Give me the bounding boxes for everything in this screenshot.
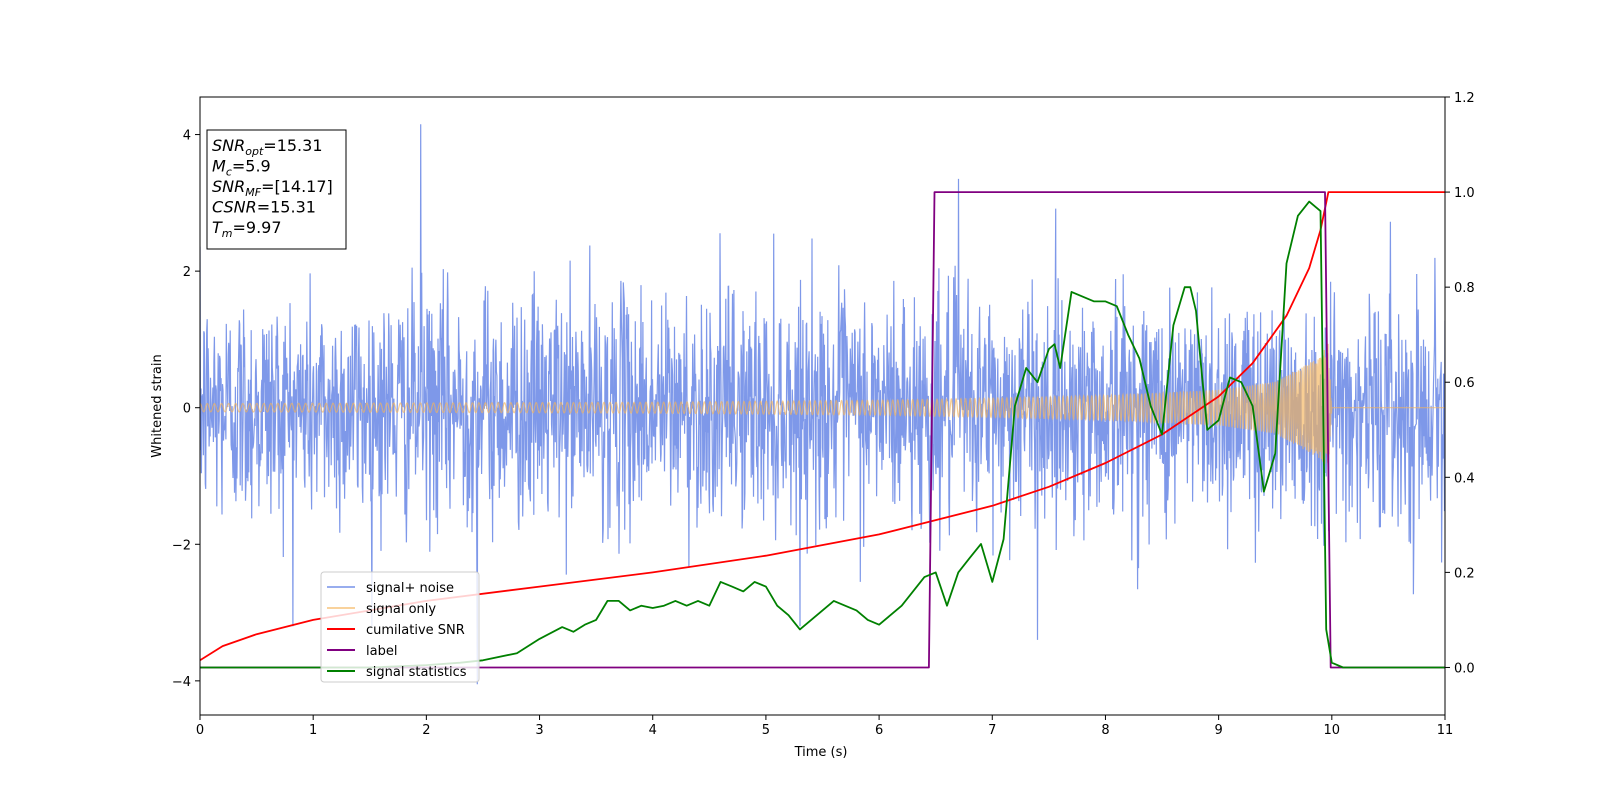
y-left-tick-label: 0 xyxy=(183,402,191,417)
legend-frame xyxy=(320,571,480,683)
x-tick-label: 3 xyxy=(535,723,543,738)
y-right-tick-label: 0.8 xyxy=(1454,281,1475,296)
annotation-value: =15.31 xyxy=(257,198,316,217)
x-tick-label: 6 xyxy=(875,723,883,738)
x-tick-label: 2 xyxy=(422,723,430,738)
y-right-tick-label: 1.0 xyxy=(1454,186,1475,201)
y-right-tick-label: 1.2 xyxy=(1454,91,1475,106)
legend-label: signal only xyxy=(366,602,436,617)
y-right-tick-label: 0.2 xyxy=(1454,566,1475,581)
legend-label: cumilative SNR xyxy=(366,623,465,638)
x-axis-ticks: 0 1 2 3 4 5 6 7 8 9 10 11 xyxy=(196,715,1453,738)
annotation-subscript: c xyxy=(226,166,232,179)
y-right-tick-label: 0.4 xyxy=(1454,471,1475,486)
x-tick-label: 10 xyxy=(1324,723,1341,738)
series-line-signal-statistics xyxy=(200,200,1445,669)
x-tick-label: 9 xyxy=(1214,723,1222,738)
plot-frame xyxy=(199,96,1446,716)
annotation-line: CSNR=15.31 xyxy=(212,198,316,217)
annotation-symbol: SNR xyxy=(212,136,245,155)
annotation-line: Mc=5.9 xyxy=(212,157,271,179)
annotation-line: SNRMF=[14.17] xyxy=(212,177,333,199)
series-line-signal-only xyxy=(200,343,1445,464)
annotation-line: Tm=9.97 xyxy=(212,218,282,240)
annotation-subscript: opt xyxy=(245,145,264,158)
y-left-axis-ticks: 4 2 0 −2 −4 xyxy=(172,129,200,690)
annotation-symbol: M xyxy=(212,157,226,176)
legend-label: signal statistics xyxy=(366,665,467,680)
annotation-box: SNRopt=15.31Mc=5.9SNRMF=[14.17]CSNR=15.3… xyxy=(206,129,347,250)
y-left-tick-label: 4 xyxy=(183,129,191,144)
y-axis-label: Whitened strain xyxy=(150,354,165,457)
x-axis-label: Time (s) xyxy=(794,745,848,760)
y-left-tick-label: −2 xyxy=(172,538,191,553)
x-tick-label: 4 xyxy=(649,723,657,738)
y-right-axis-ticks: 0.0 0.2 0.4 0.6 0.8 1.0 1.2 xyxy=(1445,91,1475,676)
annotation-value: =[14.17] xyxy=(261,177,333,196)
y-right-tick-label: 0.6 xyxy=(1454,376,1475,391)
annotation-symbol: CSNR xyxy=(212,198,257,217)
annotation-value: =15.31 xyxy=(263,136,322,155)
annotation-value: =9.97 xyxy=(233,218,282,237)
x-tick-label: 7 xyxy=(988,723,996,738)
annotation-line: SNRopt=15.31 xyxy=(212,136,323,158)
legend-label: signal+ noise xyxy=(366,581,454,596)
x-tick-label: 11 xyxy=(1437,723,1454,738)
annotation-subscript: MF xyxy=(245,186,261,199)
x-tick-label: 0 xyxy=(196,723,204,738)
annotation-frame xyxy=(206,129,347,250)
annotation-symbol: SNR xyxy=(212,177,245,196)
x-tick-label: 1 xyxy=(309,723,317,738)
x-tick-label: 5 xyxy=(762,723,770,738)
annotation-symbol: T xyxy=(212,218,223,237)
x-tick-label: 8 xyxy=(1101,723,1109,738)
legend-label: label xyxy=(366,644,397,659)
y-left-tick-label: 2 xyxy=(183,265,191,280)
y-left-tick-label: −4 xyxy=(172,675,191,690)
legend: signal+ noise signal only cumilative SNR la… xyxy=(320,571,480,683)
annotation-value: =5.9 xyxy=(232,157,271,176)
annotation-subscript: m xyxy=(222,227,233,240)
y-right-tick-label: 0.0 xyxy=(1454,661,1475,676)
